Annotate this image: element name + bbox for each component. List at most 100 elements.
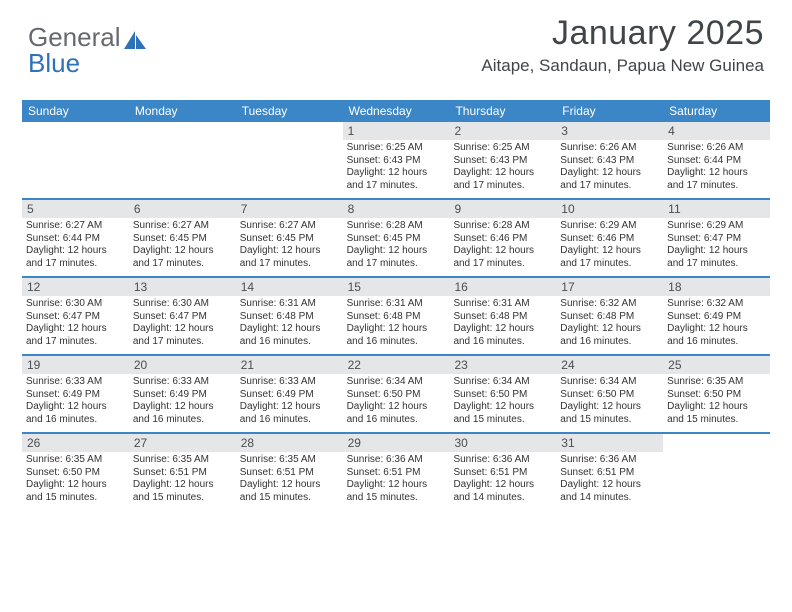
calendar-week: 1234Sunrise: 6:25 AMSunset: 6:43 PMDayli… [22, 122, 770, 198]
day-detail: Sunrise: 6:27 AMSunset: 6:45 PMDaylight:… [236, 218, 343, 276]
weekday-header: Tuesday [236, 100, 343, 122]
page-subtitle: Aitape, Sandaun, Papua New Guinea [481, 56, 764, 76]
daylight-line: Daylight: 12 hours and 17 minutes. [453, 167, 552, 192]
day-number: 12 [22, 278, 129, 296]
sunset-line: Sunset: 6:51 PM [133, 467, 232, 480]
day-detail: Sunrise: 6:34 AMSunset: 6:50 PMDaylight:… [449, 374, 556, 432]
daylight-line: Daylight: 12 hours and 17 minutes. [667, 245, 766, 270]
weekday-header: Wednesday [343, 100, 450, 122]
day-detail-empty [22, 140, 129, 198]
sunset-line: Sunset: 6:46 PM [453, 233, 552, 246]
sunrise-line: Sunrise: 6:29 AM [667, 220, 766, 233]
day-detail: Sunrise: 6:34 AMSunset: 6:50 PMDaylight:… [556, 374, 663, 432]
day-detail-empty [663, 452, 770, 510]
sunrise-line: Sunrise: 6:32 AM [560, 298, 659, 311]
day-number: 11 [663, 200, 770, 218]
day-detail: Sunrise: 6:36 AMSunset: 6:51 PMDaylight:… [556, 452, 663, 510]
day-detail: Sunrise: 6:35 AMSunset: 6:50 PMDaylight:… [22, 452, 129, 510]
daylight-line: Daylight: 12 hours and 17 minutes. [347, 245, 446, 270]
sunset-line: Sunset: 6:47 PM [26, 311, 125, 324]
day-detail: Sunrise: 6:30 AMSunset: 6:47 PMDaylight:… [129, 296, 236, 354]
daylight-line: Daylight: 12 hours and 17 minutes. [133, 323, 232, 348]
sunset-line: Sunset: 6:46 PM [560, 233, 659, 246]
day-detail: Sunrise: 6:31 AMSunset: 6:48 PMDaylight:… [449, 296, 556, 354]
day-detail: Sunrise: 6:26 AMSunset: 6:43 PMDaylight:… [556, 140, 663, 198]
daylight-line: Daylight: 12 hours and 16 minutes. [347, 323, 446, 348]
day-number: 1 [343, 122, 450, 140]
sail-icon [123, 29, 147, 51]
day-number: 24 [556, 356, 663, 374]
day-number-row: 262728293031 [22, 434, 770, 452]
calendar-week: 12131415161718Sunrise: 6:30 AMSunset: 6:… [22, 276, 770, 354]
sunset-line: Sunset: 6:49 PM [26, 389, 125, 402]
day-number-row: 19202122232425 [22, 356, 770, 374]
day-detail-empty [129, 140, 236, 198]
sunrise-line: Sunrise: 6:36 AM [347, 454, 446, 467]
daylight-line: Daylight: 12 hours and 15 minutes. [347, 479, 446, 504]
sunrise-line: Sunrise: 6:25 AM [347, 142, 446, 155]
weekday-header: Monday [129, 100, 236, 122]
day-detail: Sunrise: 6:35 AMSunset: 6:50 PMDaylight:… [663, 374, 770, 432]
sunrise-line: Sunrise: 6:25 AM [453, 142, 552, 155]
sunrise-line: Sunrise: 6:36 AM [453, 454, 552, 467]
day-number: 4 [663, 122, 770, 140]
day-number: 18 [663, 278, 770, 296]
day-detail: Sunrise: 6:36 AMSunset: 6:51 PMDaylight:… [343, 452, 450, 510]
day-detail-row: Sunrise: 6:25 AMSunset: 6:43 PMDaylight:… [22, 140, 770, 198]
page-header: General Blue January 2025 Aitape, Sandau… [0, 0, 792, 96]
sunrise-line: Sunrise: 6:33 AM [133, 376, 232, 389]
day-number: 14 [236, 278, 343, 296]
sunrise-line: Sunrise: 6:34 AM [347, 376, 446, 389]
sunset-line: Sunset: 6:50 PM [667, 389, 766, 402]
daylight-line: Daylight: 12 hours and 17 minutes. [26, 323, 125, 348]
day-detail: Sunrise: 6:32 AMSunset: 6:49 PMDaylight:… [663, 296, 770, 354]
sunrise-line: Sunrise: 6:28 AM [347, 220, 446, 233]
day-number: 19 [22, 356, 129, 374]
sunrise-line: Sunrise: 6:28 AM [453, 220, 552, 233]
day-detail: Sunrise: 6:29 AMSunset: 6:47 PMDaylight:… [663, 218, 770, 276]
day-detail: Sunrise: 6:26 AMSunset: 6:44 PMDaylight:… [663, 140, 770, 198]
day-number: 26 [22, 434, 129, 452]
sunrise-line: Sunrise: 6:35 AM [667, 376, 766, 389]
daylight-line: Daylight: 12 hours and 16 minutes. [240, 401, 339, 426]
day-number: 28 [236, 434, 343, 452]
calendar-week: 567891011Sunrise: 6:27 AMSunset: 6:44 PM… [22, 198, 770, 276]
sunset-line: Sunset: 6:49 PM [133, 389, 232, 402]
sunrise-line: Sunrise: 6:35 AM [133, 454, 232, 467]
daylight-line: Daylight: 12 hours and 14 minutes. [453, 479, 552, 504]
day-number: 20 [129, 356, 236, 374]
day-detail: Sunrise: 6:25 AMSunset: 6:43 PMDaylight:… [343, 140, 450, 198]
sunset-line: Sunset: 6:51 PM [453, 467, 552, 480]
daylight-line: Daylight: 12 hours and 17 minutes. [26, 245, 125, 270]
day-number: 16 [449, 278, 556, 296]
day-number-empty [129, 122, 236, 140]
day-detail: Sunrise: 6:31 AMSunset: 6:48 PMDaylight:… [343, 296, 450, 354]
sunset-line: Sunset: 6:51 PM [347, 467, 446, 480]
sunset-line: Sunset: 6:48 PM [240, 311, 339, 324]
day-number: 21 [236, 356, 343, 374]
sunrise-line: Sunrise: 6:31 AM [453, 298, 552, 311]
daylight-line: Daylight: 12 hours and 15 minutes. [240, 479, 339, 504]
day-detail-empty [236, 140, 343, 198]
sunset-line: Sunset: 6:44 PM [667, 155, 766, 168]
sunrise-line: Sunrise: 6:27 AM [133, 220, 232, 233]
sunset-line: Sunset: 6:51 PM [560, 467, 659, 480]
daylight-line: Daylight: 12 hours and 16 minutes. [453, 323, 552, 348]
day-detail: Sunrise: 6:36 AMSunset: 6:51 PMDaylight:… [449, 452, 556, 510]
daylight-line: Daylight: 12 hours and 17 minutes. [133, 245, 232, 270]
day-number: 13 [129, 278, 236, 296]
day-detail: Sunrise: 6:27 AMSunset: 6:44 PMDaylight:… [22, 218, 129, 276]
daylight-line: Daylight: 12 hours and 15 minutes. [667, 401, 766, 426]
weekday-header: Sunday [22, 100, 129, 122]
sunset-line: Sunset: 6:50 PM [453, 389, 552, 402]
day-detail: Sunrise: 6:33 AMSunset: 6:49 PMDaylight:… [129, 374, 236, 432]
daylight-line: Daylight: 12 hours and 17 minutes. [560, 245, 659, 270]
day-number: 17 [556, 278, 663, 296]
day-detail-row: Sunrise: 6:27 AMSunset: 6:44 PMDaylight:… [22, 218, 770, 276]
day-number-empty [236, 122, 343, 140]
sunrise-line: Sunrise: 6:35 AM [26, 454, 125, 467]
sunrise-line: Sunrise: 6:27 AM [26, 220, 125, 233]
sunrise-line: Sunrise: 6:31 AM [347, 298, 446, 311]
day-number: 6 [129, 200, 236, 218]
sunrise-line: Sunrise: 6:26 AM [560, 142, 659, 155]
